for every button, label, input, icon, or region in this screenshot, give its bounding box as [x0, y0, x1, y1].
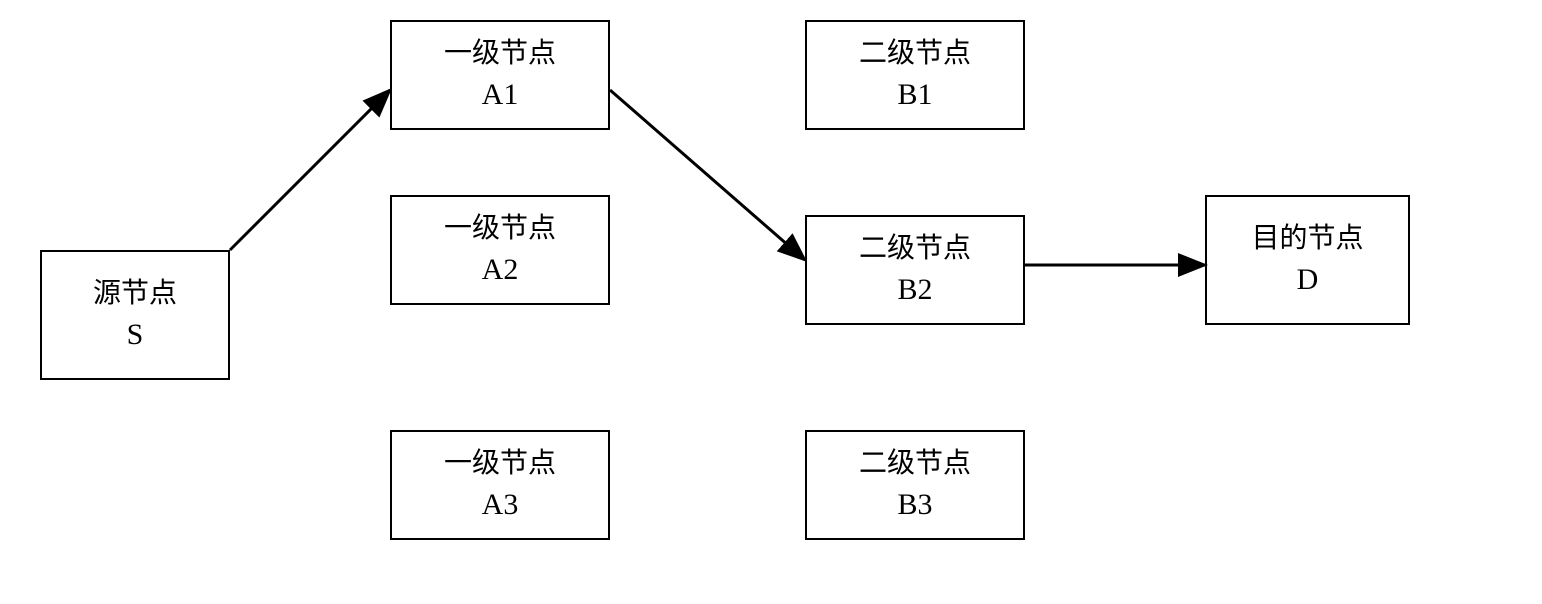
node-level2-b1: 二级节点 B1 [805, 20, 1025, 130]
node-label-line2: A1 [482, 74, 519, 116]
node-source-s: 源节点 S [40, 250, 230, 380]
node-label-line2: B3 [897, 484, 932, 526]
node-label-line2: B2 [897, 269, 932, 311]
node-label-line1: 一级节点 [444, 34, 556, 73]
edge-a1-to-b2 [610, 90, 805, 260]
node-label-line2: D [1297, 259, 1319, 301]
node-label-line1: 二级节点 [859, 34, 971, 73]
node-label-line1: 源节点 [93, 274, 177, 313]
node-label-line2: S [127, 314, 144, 356]
node-destination-d: 目的节点 D [1205, 195, 1410, 325]
node-label-line1: 二级节点 [859, 444, 971, 483]
node-level2-b2: 二级节点 B2 [805, 215, 1025, 325]
node-label-line1: 一级节点 [444, 209, 556, 248]
node-label-line2: A3 [482, 484, 519, 526]
node-level1-a2: 一级节点 A2 [390, 195, 610, 305]
node-label-line1: 一级节点 [444, 444, 556, 483]
edge-s-to-a1 [230, 90, 390, 250]
node-label-line2: A2 [482, 249, 519, 291]
node-label-line1: 二级节点 [859, 229, 971, 268]
node-label-line2: B1 [897, 74, 932, 116]
node-level1-a3: 一级节点 A3 [390, 430, 610, 540]
node-label-line1: 目的节点 [1251, 219, 1363, 258]
node-level2-b3: 二级节点 B3 [805, 430, 1025, 540]
node-level1-a1: 一级节点 A1 [390, 20, 610, 130]
